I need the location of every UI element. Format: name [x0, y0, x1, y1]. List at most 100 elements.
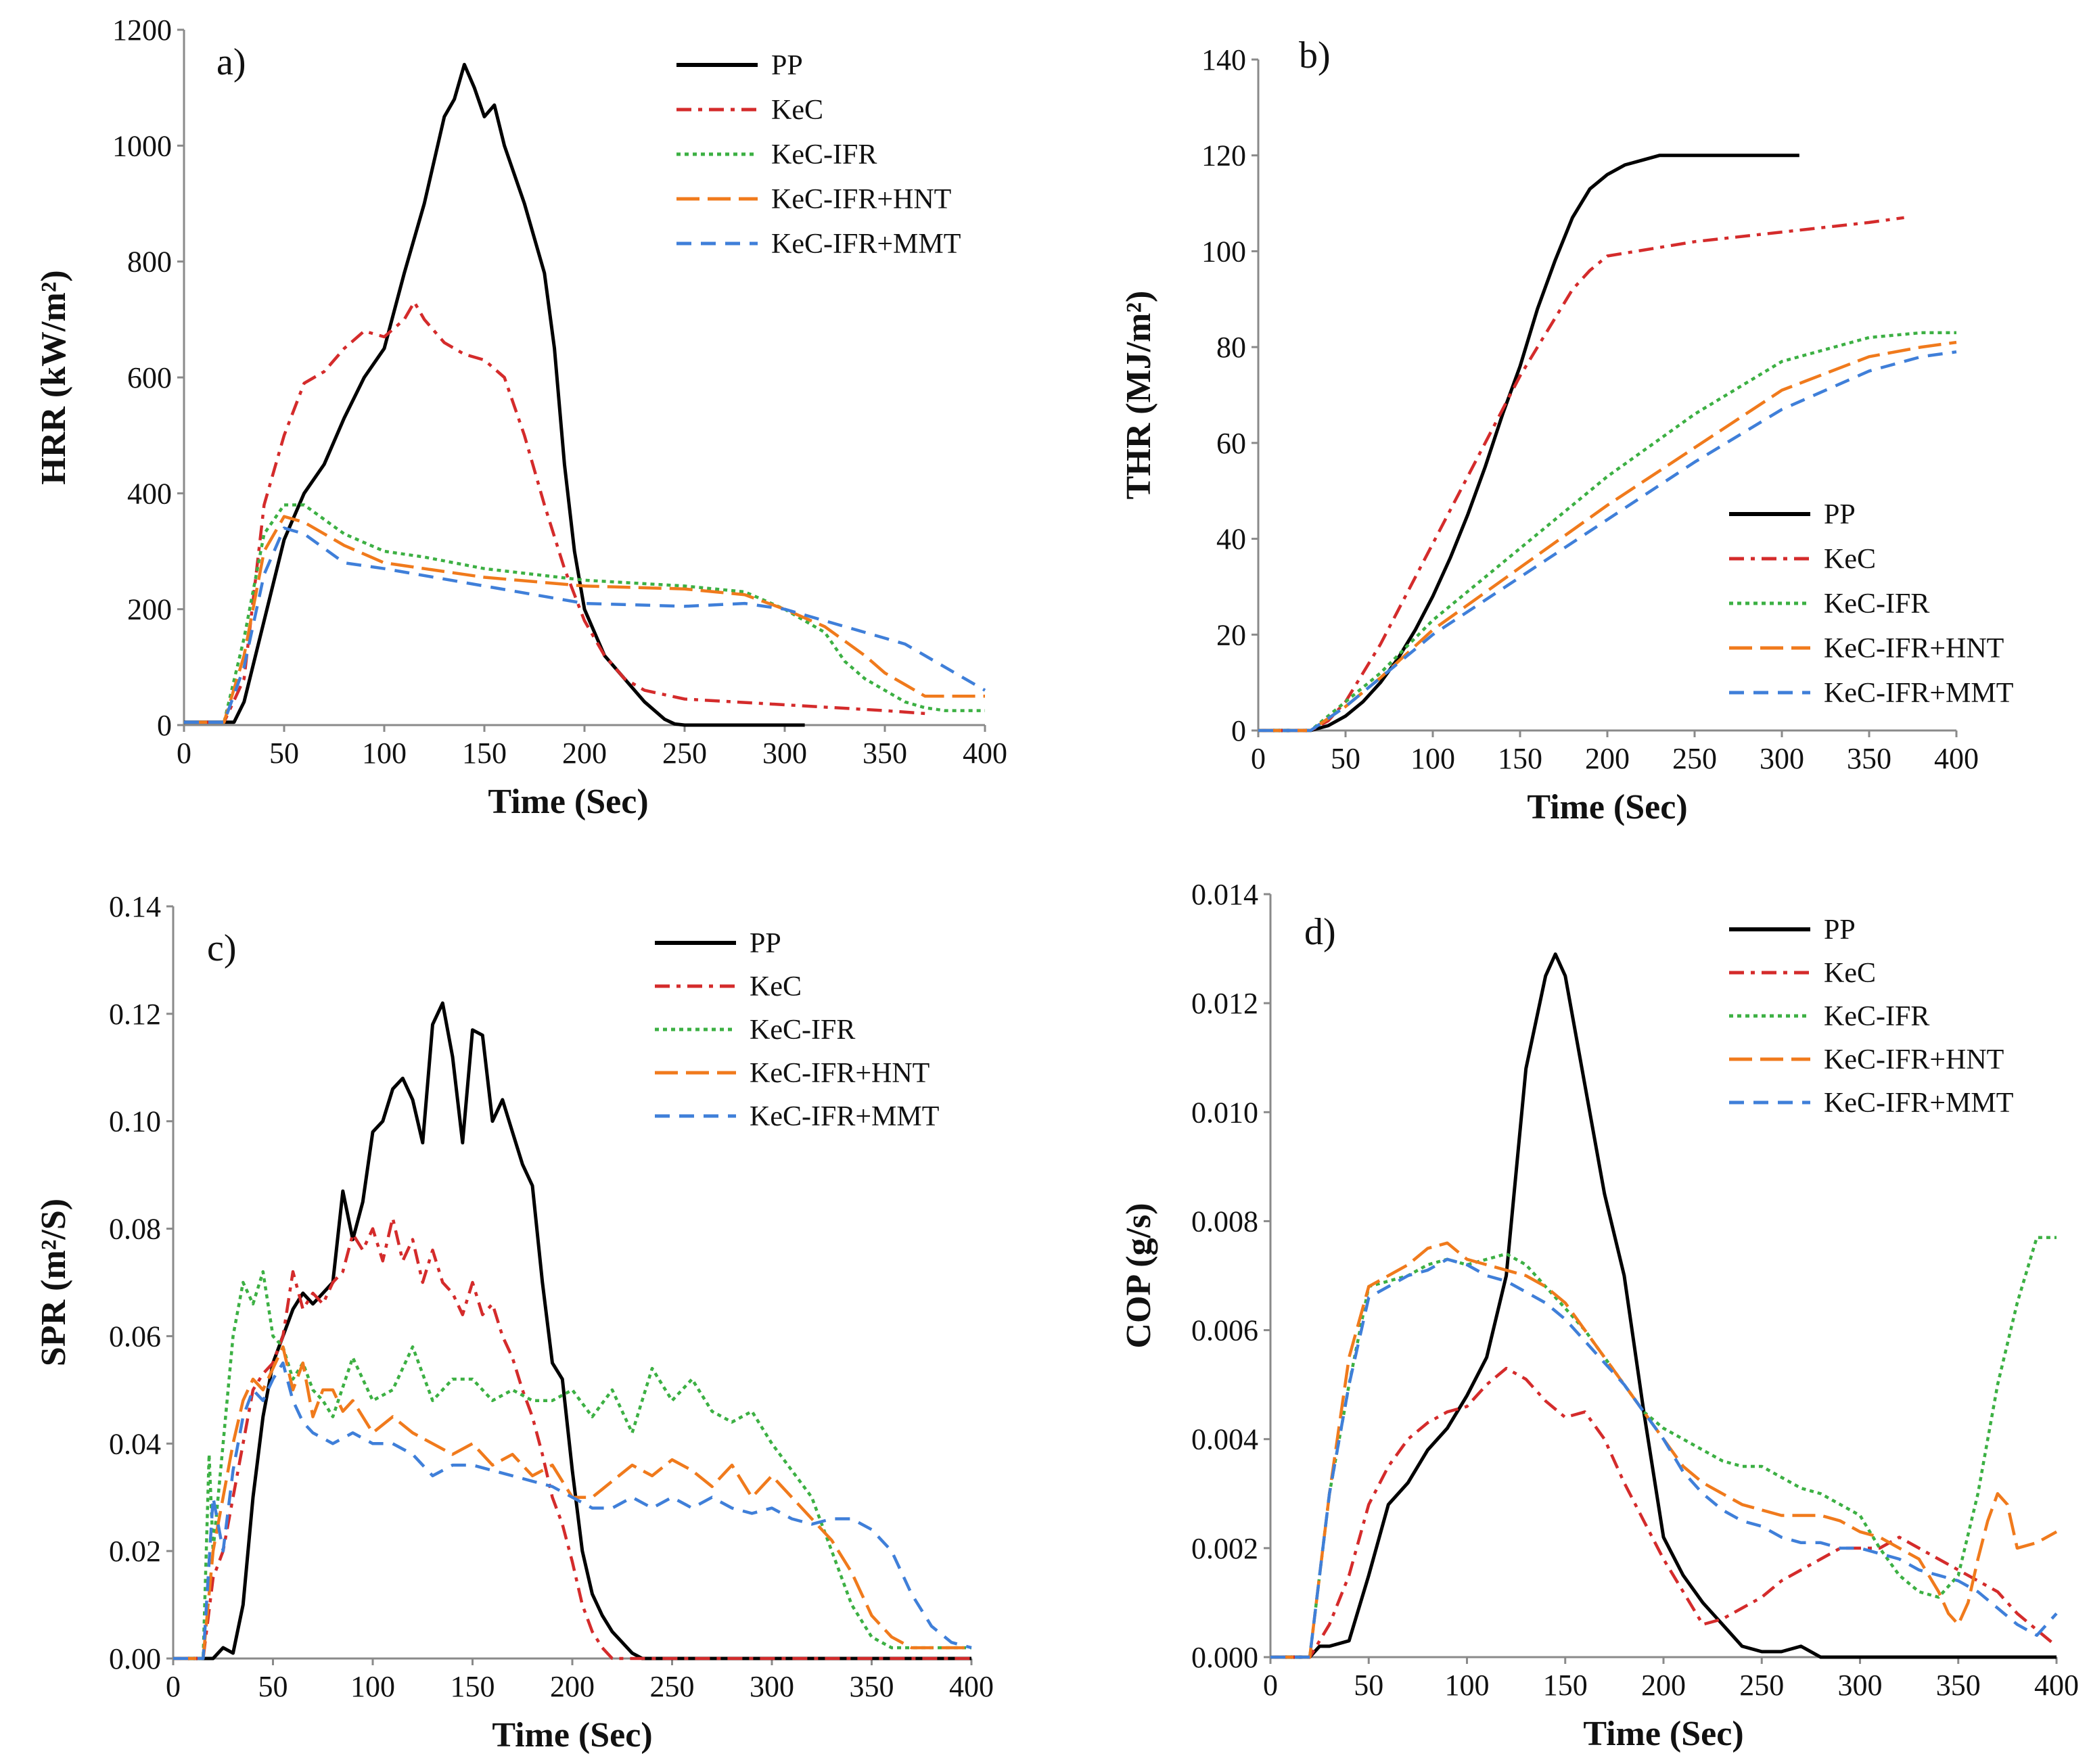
x-tick-label: 350 [850, 1670, 894, 1703]
series-line-kec-ifr [1270, 1236, 2057, 1659]
legend-entry-label: KeC-IFR [750, 1015, 855, 1046]
legend-entry-label: KeC-IFR+HNT [750, 1058, 929, 1089]
x-tick-label: 350 [1847, 742, 1891, 775]
x-tick-label: 300 [762, 737, 807, 770]
series-line-kec-ifr-hnt [184, 515, 985, 724]
x-tick-label: 400 [949, 1670, 994, 1703]
legend-entry-label: KeC-IFR [1824, 1001, 1929, 1032]
x-tick-label: 100 [1445, 1669, 1490, 1702]
y-tick-label: 80 [1216, 331, 1246, 364]
x-tick-label: 100 [350, 1670, 395, 1703]
y-axis-title: COP (g/s) [1120, 1203, 1158, 1348]
panel-label: c) [207, 927, 237, 969]
legend-entry-label: KeC-IFR+MMT [1824, 678, 2013, 709]
x-tick-label: 350 [863, 737, 907, 770]
legend: PP KeC KeC-IFR KeC-IFR+HNT KeC-IFR+MMT [1729, 499, 2013, 709]
x-tick-label: 150 [462, 737, 507, 770]
legend-entry-label: KeC-IFR+HNT [771, 184, 951, 215]
x-tick-label: 250 [1739, 1669, 1784, 1702]
series-line-kec-ifr [1258, 331, 1956, 733]
x-tick-label: 200 [562, 737, 607, 770]
series-line-kec-ifr [184, 503, 985, 724]
legend: PP KeC KeC-IFR KeC-IFR+HNT KeC-IFR+MMT [655, 928, 939, 1132]
legend-entry-label: KeC-IFR [771, 139, 877, 170]
y-tick-label: 0 [1231, 714, 1246, 747]
x-axis-title: Time (Sec) [1527, 788, 1687, 827]
x-tick-label: 200 [1641, 1669, 1686, 1702]
y-tick-label: 0.010 [1191, 1096, 1258, 1129]
series-line-kec [184, 300, 925, 724]
chart-panel-3: 0 50 100 150 200 250 300 350 400 0.00 0.02 0.04 0.06… [35, 890, 994, 1755]
y-tick-label: 200 [127, 593, 172, 626]
legend-entry-label: PP [771, 50, 803, 81]
legend-entry-label: KeC-IFR+HNT [1824, 633, 2004, 664]
y-tick-label: 60 [1216, 427, 1246, 460]
x-tick-label: 350 [1936, 1669, 1981, 1702]
y-tick-label: 0.004 [1191, 1423, 1258, 1456]
y-tick-label: 800 [127, 246, 172, 279]
legend-entry-label: KeC-IFR+MMT [771, 229, 961, 260]
panel-label: a) [216, 41, 246, 83]
legend-entry-label: KeC [1824, 958, 1876, 989]
y-axis-title: SPR (m²/S) [35, 1199, 73, 1366]
y-tick-label: 0.008 [1191, 1205, 1258, 1238]
y-axis-title: THR (MJ/m²) [1120, 291, 1158, 500]
legend: PP KeC KeC-IFR KeC-IFR+HNT KeC-IFR+MMT [1729, 914, 2013, 1119]
series-line-pp [1258, 154, 1799, 733]
x-axis-title: Time (Sec) [1583, 1715, 1743, 1753]
series-line-kec-ifr-hnt [1258, 340, 1957, 733]
series-line-pp [184, 62, 805, 727]
x-tick-label: 50 [258, 1670, 288, 1703]
x-axis-title: Time (Sec) [488, 783, 648, 821]
y-tick-label: 0.08 [109, 1213, 161, 1246]
y-tick-label: 0.14 [109, 890, 161, 923]
y-tick-label: 0.000 [1191, 1641, 1258, 1674]
x-tick-label: 50 [1354, 1669, 1383, 1702]
chart-panel-2: 0 50 100 150 200 250 300 350 400 0 20 40 60 80 100 120 1… [1120, 34, 2013, 827]
x-tick-label: 250 [1672, 742, 1717, 775]
y-tick-label: 0.002 [1191, 1532, 1258, 1565]
legend-entry-label: PP [1824, 499, 1856, 530]
y-tick-label: 400 [127, 477, 172, 510]
series-line-kec [1258, 216, 1904, 733]
legend-entry-label: KeC-IFR+HNT [1824, 1044, 2004, 1075]
x-tick-label: 400 [963, 737, 1007, 770]
y-tick-label: 40 [1216, 523, 1246, 556]
y-tick-label: 0.006 [1191, 1314, 1258, 1347]
series-line-kec-ifr-mmt [173, 1361, 972, 1661]
series-line-kec-ifr [173, 1270, 971, 1661]
y-tick-label: 20 [1216, 618, 1246, 651]
y-tick-label: 140 [1201, 43, 1246, 76]
x-tick-label: 250 [650, 1670, 695, 1703]
x-tick-label: 300 [1760, 742, 1804, 775]
x-tick-label: 0 [1263, 1669, 1278, 1702]
legend-entry-label: KeC [1824, 544, 1876, 575]
series-line-pp [1270, 952, 2057, 1659]
y-tick-label: 600 [127, 361, 172, 394]
series-line-kec [173, 1216, 971, 1661]
legend-entry-label: KeC [771, 95, 823, 126]
x-tick-label: 0 [1251, 742, 1266, 775]
x-tick-label: 300 [1838, 1669, 1883, 1702]
y-tick-label: 0.10 [109, 1105, 161, 1138]
series-line-kec-ifr-hnt [173, 1345, 971, 1661]
x-tick-label: 300 [750, 1670, 794, 1703]
legend-entry-label: KeC [750, 971, 802, 1002]
x-tick-label: 50 [269, 737, 299, 770]
series-line-kec-ifr-mmt [1258, 350, 1957, 733]
y-tick-label: 0 [157, 709, 172, 742]
legend-entry-label: PP [750, 928, 781, 959]
y-tick-label: 1000 [112, 129, 172, 162]
x-tick-label: 100 [362, 737, 407, 770]
legend-entry-label: PP [1824, 914, 1856, 946]
x-tick-label: 150 [451, 1670, 495, 1703]
x-tick-label: 150 [1498, 742, 1542, 775]
x-tick-label: 100 [1410, 742, 1455, 775]
x-tick-label: 250 [662, 737, 707, 770]
legend-entry-label: KeC-IFR [1824, 588, 1929, 620]
y-tick-label: 0.12 [109, 998, 161, 1031]
chart-panel-4: 0 50 100 150 200 250 300 350 400 0.000 0.002 0.004 0… [1120, 878, 2079, 1753]
y-tick-label: 120 [1201, 139, 1246, 172]
